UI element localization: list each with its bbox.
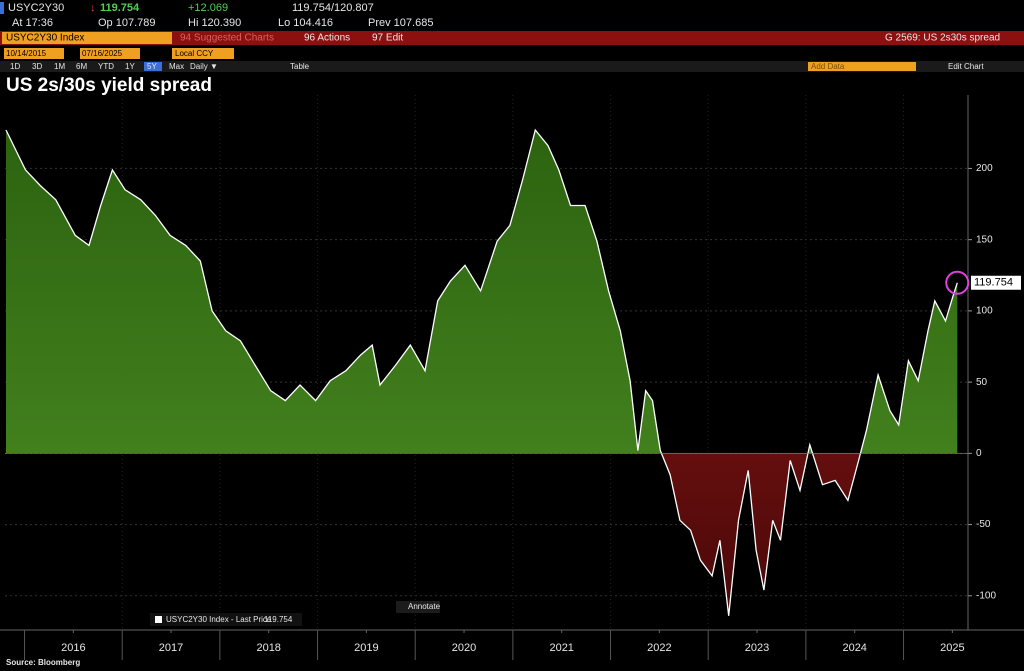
x-tick-label: 2022: [647, 642, 671, 654]
start-date: 10/14/2015: [6, 49, 47, 58]
change: +12.069: [188, 2, 228, 14]
security-box[interactable]: [2, 32, 172, 44]
y-tick-label: 0: [976, 448, 982, 459]
last-value-box: [971, 275, 1021, 290]
prev: Prev 107.685: [368, 17, 433, 29]
x-tick-label: 2021: [549, 642, 573, 654]
period-button[interactable]: 1D: [10, 62, 20, 71]
currency-box[interactable]: [172, 48, 234, 59]
edit-menu[interactable]: 97 Edit: [372, 33, 403, 44]
button-row: [0, 61, 1024, 72]
bid-ask: 119.754/120.807: [292, 2, 374, 14]
y-tick-label: 50: [976, 377, 988, 388]
x-tick-label: 2019: [354, 642, 378, 654]
period-button[interactable]: 1M: [54, 62, 65, 71]
suggested-charts[interactable]: 94 Suggested Charts: [180, 33, 274, 44]
period-buttons: 1D 3D 1M 6M YTD 1Y 5Y Max: [10, 62, 184, 71]
legend-box: [150, 613, 302, 626]
source: Source: Bloomberg: [6, 658, 80, 667]
chart-id: G 2569: US 2s30s spread: [885, 33, 1000, 44]
x-tick-label: 2023: [745, 642, 769, 654]
time: At 17:36: [12, 17, 53, 29]
annotate-box[interactable]: [396, 601, 440, 613]
area-positive: [6, 130, 958, 454]
low: Lo 104.416: [278, 17, 333, 29]
x-tick-label: 2018: [256, 642, 280, 654]
area-negative: [6, 453, 958, 616]
security: USYC2Y30 Index: [6, 33, 84, 44]
period-button[interactable]: 3D: [32, 62, 42, 71]
start-date-box[interactable]: [4, 48, 64, 59]
highlight-circle: [945, 270, 970, 295]
table-button[interactable]: Table: [290, 62, 310, 71]
add-data-box[interactable]: [808, 62, 916, 71]
period-button[interactable]: 1Y: [125, 62, 135, 71]
last-value-label: 119.754: [974, 277, 1013, 289]
legend-label: USYC2Y30 Index - Last Price: [166, 615, 272, 624]
period-button[interactable]: 5Y: [147, 62, 157, 71]
price-line: [5, 128, 958, 616]
currency: Local CCY: [175, 49, 214, 58]
annotate: Annotate: [408, 602, 441, 611]
last-price: 119.754: [100, 2, 140, 14]
x-tick-label: 2024: [842, 642, 866, 654]
end-date-box[interactable]: [80, 48, 140, 59]
period-active: [144, 62, 162, 71]
x-tick-label: 2020: [452, 642, 476, 654]
end-date: 07/16/2025: [82, 49, 123, 58]
plot: -100 -50 0 50 100 150 200 2016 2017 2018 2019 2020 2…: [0, 95, 1024, 660]
y-tick-label: 200: [976, 163, 993, 174]
x-tick-label: 2016: [61, 642, 85, 654]
x-tick-label: 2025: [940, 642, 964, 654]
y-tick-label: -50: [976, 519, 991, 530]
y-tick-label: 100: [976, 306, 993, 317]
high: Hi 120.390: [188, 17, 241, 29]
ticker: USYC2Y30: [8, 2, 64, 14]
period-button[interactable]: 6M: [76, 62, 87, 71]
open: Op 107.789: [98, 17, 156, 29]
legend-value: 119.754: [264, 615, 293, 624]
y-tick-label: -100: [976, 590, 996, 601]
down-arrow: ↓: [90, 2, 96, 14]
toolbar: [0, 31, 1024, 45]
legend-swatch: [155, 616, 162, 623]
period-button[interactable]: YTD: [98, 62, 114, 71]
chart-title: US 2s/30s yield spread: [6, 75, 212, 96]
ticker-marker: [0, 2, 4, 14]
y-tick-label: 150: [976, 234, 993, 245]
edit-chart[interactable]: Edit Chart: [948, 62, 984, 71]
period-button[interactable]: Max: [169, 62, 184, 71]
actions-menu[interactable]: 96 Actions: [304, 33, 350, 44]
add-data: Add Data: [811, 62, 845, 71]
frequency[interactable]: Daily ▼: [190, 62, 218, 71]
x-tick-label: 2017: [159, 642, 183, 654]
